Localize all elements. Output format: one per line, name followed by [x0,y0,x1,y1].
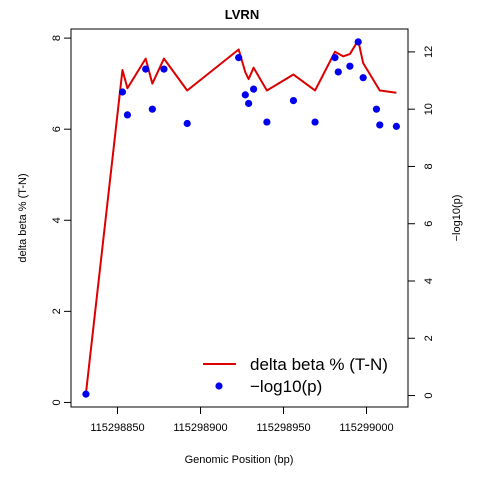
data-point-log10p [245,99,253,108]
data-point-log10p [334,68,342,76]
y2-tick-label: 12 [423,46,435,58]
data-point-log10p [183,119,191,128]
y-tick-label: 4 [51,217,63,223]
legend-label: delta beta % (T-N) [250,355,388,374]
y2-tick-label: 4 [423,278,435,284]
data-point-log10p [235,54,243,62]
y-axis-right: 0 2 4 6 8 10 12 [408,46,435,399]
data-point-log10p [331,54,339,62]
plot-area-border [70,28,409,408]
y-tick-label: 0 [51,399,63,405]
chart-title: LVRN [225,7,259,22]
data-point-log10p [142,65,150,73]
series-layer [82,38,400,398]
y-tick-label: 2 [51,308,63,314]
y-tick-label: 8 [51,35,63,41]
y2-tick-label: 10 [423,103,435,115]
x-tick-label: 115299000 [339,422,393,434]
y-axis-left: 0 2 4 6 8 [51,35,71,406]
x-tick-label: 115298900 [173,422,227,434]
data-point-log10p [160,65,168,73]
series-line-delta-beta [84,39,397,394]
x-axis: 115298850 115298900 115298950 115299000 [90,407,394,434]
y-axis-title: delta beta % (T-N) [17,173,29,262]
data-point-log10p [241,91,249,99]
data-point-log10p [82,390,90,398]
y2-tick-label: 8 [423,163,435,169]
y2-tick-label: 0 [423,392,435,398]
data-point-log10p [250,85,258,93]
legend: delta beta % (T-N) −log10(p) [203,355,388,396]
data-point-log10p [359,74,367,82]
data-point-log10p [289,96,298,105]
x-tick-label: 115298850 [90,422,144,434]
data-point-log10p [376,121,384,129]
data-point-log10p [148,105,156,113]
data-point-log10p [392,122,400,130]
legend-label: −log10(p) [250,377,322,396]
data-point-log10p [118,88,127,96]
data-point-log10p [346,62,354,70]
data-point-log10p [123,111,132,119]
data-point-log10p [263,118,271,126]
data-point-log10p [354,38,362,46]
y-tick-label: 6 [51,126,63,132]
y2-axis-title: −log10(p) [451,195,463,242]
x-axis-title: Genomic Position (bp) [185,454,294,466]
legend-point-swatch [215,382,223,390]
x-tick-label: 115298950 [256,422,310,434]
data-point-log10p [372,105,381,113]
data-point-log10p [311,118,319,126]
y2-tick-label: 6 [423,221,435,227]
y2-tick-label: 2 [423,335,435,341]
